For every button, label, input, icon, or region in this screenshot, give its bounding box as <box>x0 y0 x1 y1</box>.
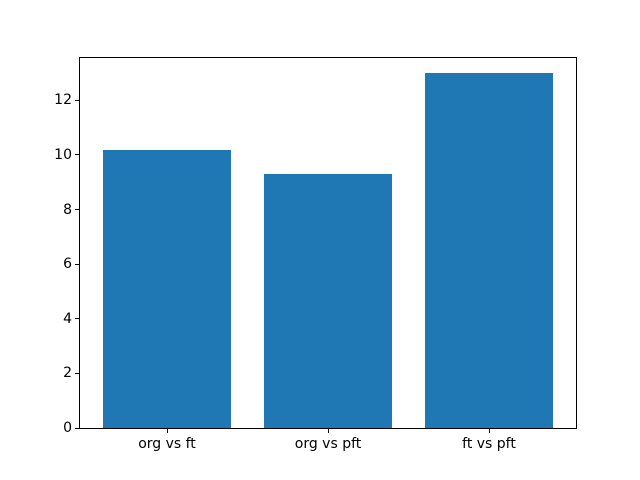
bar-org-vs-pft <box>263 174 393 428</box>
y-tick-label: 12 <box>54 92 72 109</box>
x-tick-mark <box>166 429 168 433</box>
plot-area <box>79 57 577 429</box>
y-tick-mark <box>75 318 79 320</box>
bar-org-vs-ft <box>102 149 232 428</box>
y-tick-label: 2 <box>63 365 72 382</box>
y-tick-label: 0 <box>63 420 72 436</box>
x-tick-mark <box>327 429 329 433</box>
y-tick-label: 8 <box>63 201 72 218</box>
bars-layer <box>80 58 576 428</box>
y-tick-mark <box>75 209 79 210</box>
y-tick-mark <box>75 372 79 374</box>
x-tick-label: ft vs pft <box>462 436 516 452</box>
y-tick-label: 10 <box>54 146 72 163</box>
x-tick-label: org vs pft <box>294 436 362 452</box>
y-tick-label: 4 <box>63 310 72 327</box>
bar-ft-vs-pft <box>424 73 554 428</box>
x-tick-label: org vs ft <box>138 436 196 452</box>
y-tick-mark <box>75 427 79 429</box>
y-tick-mark <box>75 154 79 156</box>
y-tick-mark <box>75 263 79 265</box>
y-tick-label: 6 <box>63 256 72 273</box>
y-tick-mark <box>75 99 79 101</box>
x-tick-mark <box>488 429 490 433</box>
